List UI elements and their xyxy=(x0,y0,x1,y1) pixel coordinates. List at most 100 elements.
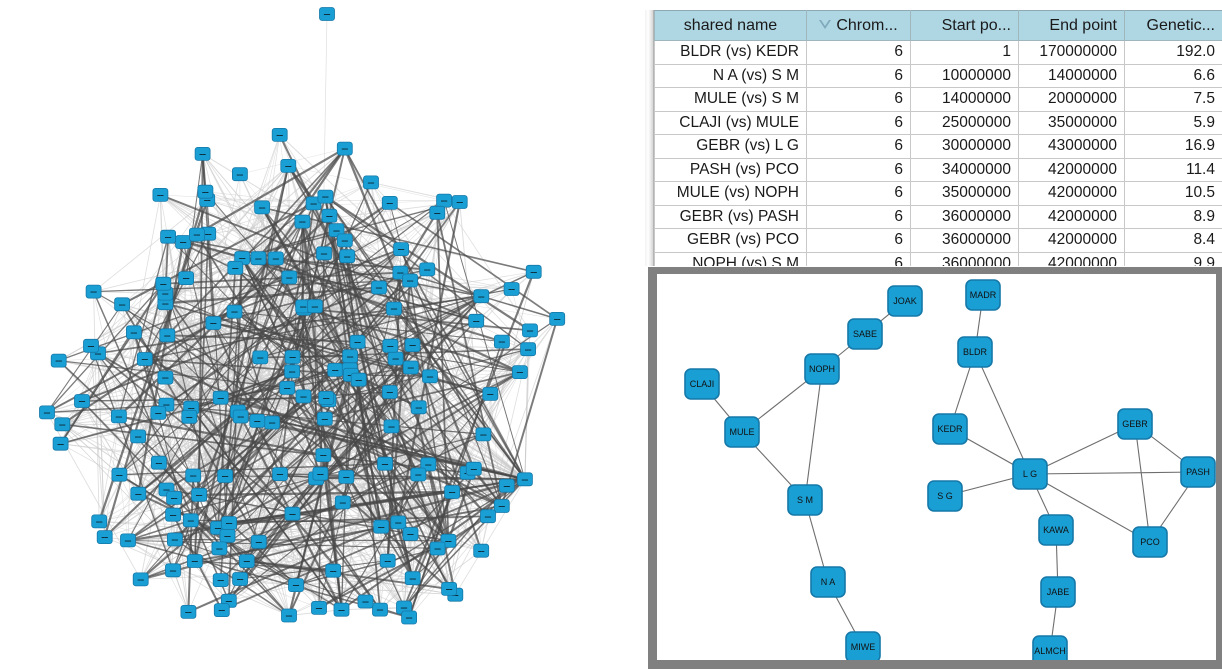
hairball-node[interactable] xyxy=(150,455,167,470)
hairball-node[interactable] xyxy=(221,516,238,530)
subnetwork-node[interactable]: PCO xyxy=(1132,526,1168,558)
hairball-node[interactable] xyxy=(91,514,108,529)
hairball-node[interactable] xyxy=(281,270,298,285)
subnetwork-node-shape[interactable] xyxy=(845,631,881,660)
hairball-node[interactable] xyxy=(328,223,345,238)
hairball-node[interactable] xyxy=(250,534,267,549)
hairball-node[interactable] xyxy=(386,301,402,316)
subnetwork-node-shape[interactable] xyxy=(1132,526,1168,558)
subnetwork-edge[interactable] xyxy=(1134,423,1151,543)
hairball-node[interactable] xyxy=(451,195,468,209)
hairball-node[interactable] xyxy=(468,313,485,328)
hairball-node[interactable] xyxy=(312,466,329,481)
hairball-node[interactable] xyxy=(111,467,128,482)
hairball-node[interactable] xyxy=(525,264,542,279)
hairball-node[interactable] xyxy=(238,554,255,568)
hairball-node[interactable] xyxy=(226,304,243,319)
hairball-node[interactable] xyxy=(136,352,153,366)
subnetwork-node[interactable]: S G xyxy=(927,480,963,512)
hairball-node[interactable] xyxy=(213,603,230,617)
subnetwork-node-shape[interactable] xyxy=(847,318,883,350)
hairball-node[interactable] xyxy=(178,271,195,286)
hairball-node[interactable] xyxy=(191,487,208,502)
hairball-node[interactable] xyxy=(159,328,176,343)
hairball-node[interactable] xyxy=(482,386,499,401)
subnetwork-node-shape[interactable] xyxy=(787,484,823,516)
hairball-node[interactable] xyxy=(429,541,446,556)
hairball-node[interactable] xyxy=(357,594,374,609)
hairball-node[interactable] xyxy=(480,509,496,524)
hairball-node[interactable] xyxy=(126,325,142,340)
subnetwork-node[interactable]: KAWA xyxy=(1038,514,1074,546)
hairball-node[interactable] xyxy=(188,227,205,242)
hairball-node[interactable] xyxy=(165,563,181,578)
table-row[interactable]: GEBR (vs) L G 6 30000000 43000000 16.9 xyxy=(654,134,1222,159)
column-header-chromosome[interactable]: Chrom... xyxy=(806,10,911,41)
hairball-node[interactable] xyxy=(114,297,130,312)
hairball-node[interactable] xyxy=(165,507,182,522)
hairball-node[interactable] xyxy=(444,485,461,499)
table-row[interactable]: MULE (vs) NOPH 6 35000000 42000000 10.5 xyxy=(654,181,1222,206)
column-header-start-point[interactable]: Start po... xyxy=(910,10,1019,41)
subnetwork-edge[interactable] xyxy=(974,351,1031,475)
hairball-node[interactable] xyxy=(227,260,244,275)
hairball-node[interactable] xyxy=(181,409,198,424)
hairball-network-graph[interactable]: ▬▬ ▬▬ ▬▬ ▬▬ ▬▬ ▬▬ ▬▬ ▬▬ ▬▬ ▬▬ ▬▬ ▬▬ ▬▬ ▬▬ ▬▬ ▬▬ ▬▬ ▬▬ ▬▬ ▬▬… xyxy=(0,0,645,669)
hairball-node[interactable] xyxy=(271,127,288,142)
hairball-node[interactable] xyxy=(419,262,436,277)
hairball-node[interactable] xyxy=(182,513,199,528)
subnetwork-node-shape[interactable] xyxy=(1180,456,1216,488)
hairball-node[interactable] xyxy=(254,200,271,215)
hairball-node[interactable] xyxy=(520,342,536,357)
hairball-node[interactable] xyxy=(85,284,102,299)
hairball-node[interactable] xyxy=(404,338,421,353)
hairball-node[interactable] xyxy=(180,605,197,619)
table-row[interactable]: MULE (vs) S M 6 14000000 20000000 7.5 xyxy=(654,87,1222,112)
hairball-node[interactable] xyxy=(315,448,332,463)
subnetwork-node[interactable]: MIWE xyxy=(845,631,881,660)
subnetwork-node-shape[interactable] xyxy=(804,353,840,385)
subnetwork-graph[interactable]: JOAK MADR SABE BLDR NOPH CLAJI GEBR KEDR MULE L G… xyxy=(657,274,1216,660)
hairball-node[interactable] xyxy=(404,571,421,586)
hairball-node[interactable] xyxy=(338,469,355,484)
subnetwork-node[interactable]: N A xyxy=(810,566,846,598)
subnetwork-node-shape[interactable] xyxy=(957,336,993,368)
hairball-node[interactable] xyxy=(96,530,113,544)
hairball-node[interactable] xyxy=(393,242,410,257)
table-row[interactable]: NOPH (vs) S M 6 36000000 42000000 9.9 xyxy=(654,251,1222,266)
subnetwork-node[interactable]: GEBR xyxy=(1117,408,1153,440)
hairball-node[interactable] xyxy=(83,338,99,353)
hairball-node[interactable] xyxy=(279,380,296,395)
hairball-node[interactable] xyxy=(333,602,350,617)
subnetwork-node-shape[interactable] xyxy=(1038,514,1074,546)
subnetwork-node-shape[interactable] xyxy=(932,413,968,445)
hairball-node[interactable] xyxy=(306,299,323,314)
table-row[interactable]: BLDR (vs) KEDR 6 1 170000000 192.0 xyxy=(654,40,1222,65)
hairball-node[interactable] xyxy=(284,350,301,364)
hairball-node[interactable] xyxy=(420,457,437,472)
subnetwork-node[interactable]: JABE xyxy=(1040,576,1076,608)
subnetwork-panel[interactable]: JOAK MADR SABE BLDR NOPH CLAJI GEBR KEDR MULE L G… xyxy=(648,267,1222,669)
hairball-node[interactable] xyxy=(155,276,172,291)
hairball-node[interactable] xyxy=(402,273,419,288)
subnetwork-node[interactable]: CLAJI xyxy=(684,368,720,400)
hairball-node[interactable] xyxy=(379,553,396,568)
hairball-node[interactable] xyxy=(371,280,387,295)
hairball-node[interactable] xyxy=(252,350,269,365)
hairball-node[interactable] xyxy=(493,334,510,349)
subnetwork-node-shape[interactable] xyxy=(1040,576,1076,608)
hairball-node[interactable] xyxy=(372,602,388,617)
hairball-node[interactable] xyxy=(175,235,192,249)
subnetwork-node-shape[interactable] xyxy=(684,368,720,400)
hairball-node[interactable] xyxy=(317,189,334,204)
hairball-node[interactable] xyxy=(166,490,183,505)
hairball-node[interactable] xyxy=(186,554,203,568)
hairball-node[interactable] xyxy=(295,389,312,404)
hairball-node[interactable] xyxy=(402,360,419,375)
hairball-node[interactable] xyxy=(381,195,398,210)
hairball-node[interactable] xyxy=(157,370,174,385)
hairball-node[interactable] xyxy=(473,289,490,304)
subnetwork-node-shape[interactable] xyxy=(1012,458,1048,490)
hairball-node[interactable] xyxy=(152,187,169,202)
hairball-node[interactable] xyxy=(130,429,147,444)
